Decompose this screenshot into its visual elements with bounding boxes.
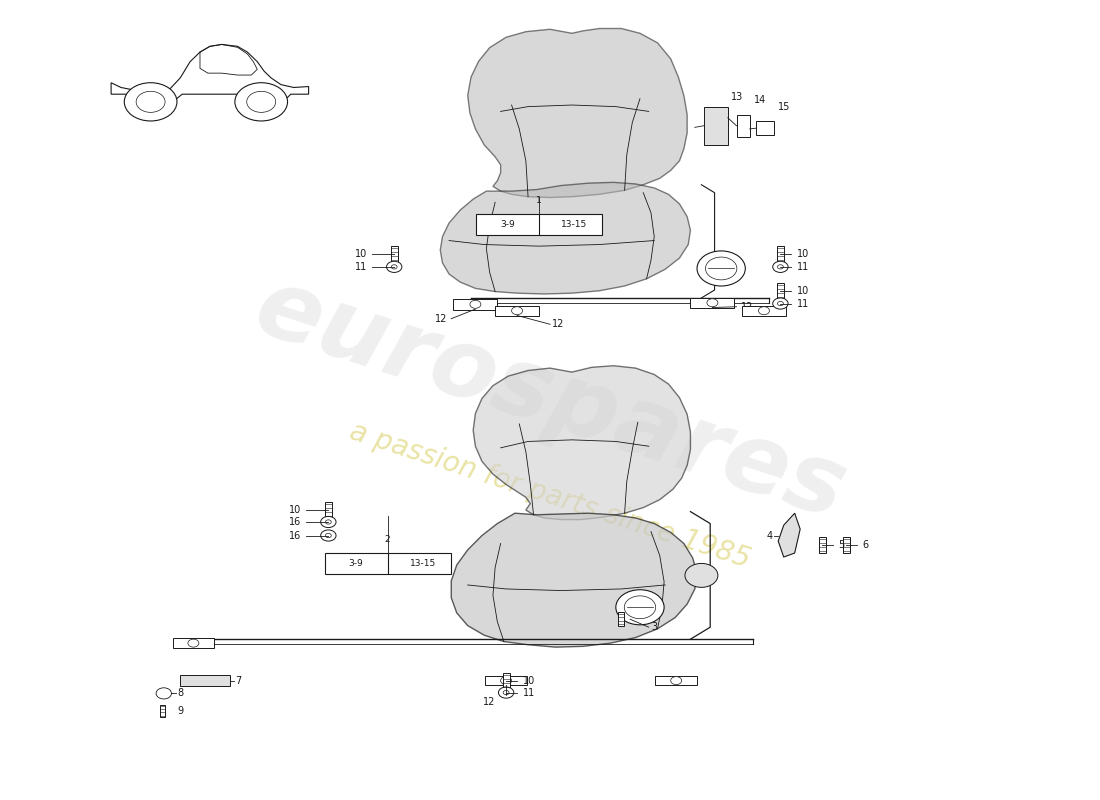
Text: 7: 7 [235,676,241,686]
Text: 3: 3 [651,622,657,632]
Polygon shape [111,45,309,110]
Text: 10: 10 [522,676,535,686]
Polygon shape [440,182,691,294]
Bar [757,121,773,135]
Polygon shape [468,29,688,198]
Circle shape [321,516,336,527]
Text: 15: 15 [778,102,791,112]
Text: 10: 10 [354,249,366,259]
Text: 14: 14 [755,95,767,106]
Circle shape [512,306,522,314]
Bar [742,306,785,316]
Circle shape [326,520,331,524]
Bar [495,306,539,316]
Text: 11: 11 [522,687,535,698]
Bar [390,246,398,262]
Circle shape [772,298,788,309]
Circle shape [705,257,737,280]
Circle shape [386,262,402,273]
Circle shape [188,639,199,647]
Text: a passion for parts since 1985: a passion for parts since 1985 [346,418,754,574]
Text: 5: 5 [838,540,845,550]
Bar [737,114,750,137]
Bar [173,638,214,648]
Bar [704,106,728,145]
Bar [656,676,697,686]
Circle shape [246,91,276,112]
Text: 16: 16 [288,530,301,541]
Text: 13-15: 13-15 [410,559,436,568]
Bar [476,214,602,235]
Text: 10: 10 [288,505,301,515]
Text: 12: 12 [741,302,754,312]
Text: 6: 6 [862,540,869,550]
Text: 10: 10 [796,286,810,296]
Circle shape [778,302,783,306]
Circle shape [498,687,514,698]
Bar [324,502,332,518]
Circle shape [392,265,397,269]
Circle shape [124,82,177,121]
Bar [453,299,497,310]
Text: 11: 11 [796,298,810,309]
Text: 16: 16 [288,517,301,527]
Bar [503,673,509,689]
Text: 11: 11 [796,262,810,272]
Bar [818,538,826,553]
Text: 3-9: 3-9 [500,220,515,229]
Circle shape [326,534,331,538]
Circle shape [759,306,769,314]
Bar [691,298,735,308]
Circle shape [321,530,336,541]
Text: eurospares: eurospares [243,261,857,539]
Bar [777,246,784,262]
Bar [618,612,625,626]
Text: 3-9: 3-9 [349,559,363,568]
Text: 12: 12 [552,319,564,330]
Circle shape [136,91,165,112]
Bar [160,705,165,717]
Text: 13-15: 13-15 [561,220,587,229]
Text: 9: 9 [177,706,183,716]
Polygon shape [473,366,691,519]
Circle shape [671,677,682,685]
Text: 4: 4 [767,530,772,541]
Circle shape [503,690,509,694]
Circle shape [697,251,746,286]
Bar [324,553,451,574]
Bar [485,676,527,686]
Circle shape [625,596,656,618]
Text: 13: 13 [732,92,744,102]
Bar [180,675,230,686]
Polygon shape [451,514,697,647]
Text: 2: 2 [385,534,390,543]
Text: 12: 12 [483,698,495,707]
Circle shape [685,563,718,587]
Text: 8: 8 [177,688,183,698]
Circle shape [616,590,664,625]
Text: 1: 1 [536,196,542,205]
Circle shape [500,677,512,685]
Circle shape [235,82,287,121]
Circle shape [156,688,172,699]
Text: 11: 11 [354,262,366,272]
Text: 12: 12 [434,314,447,324]
Circle shape [772,262,788,273]
Bar [843,538,849,553]
Circle shape [707,298,718,306]
Bar [777,283,784,298]
Circle shape [778,265,783,269]
Circle shape [470,300,481,308]
Text: 10: 10 [796,249,810,259]
Polygon shape [778,514,800,557]
